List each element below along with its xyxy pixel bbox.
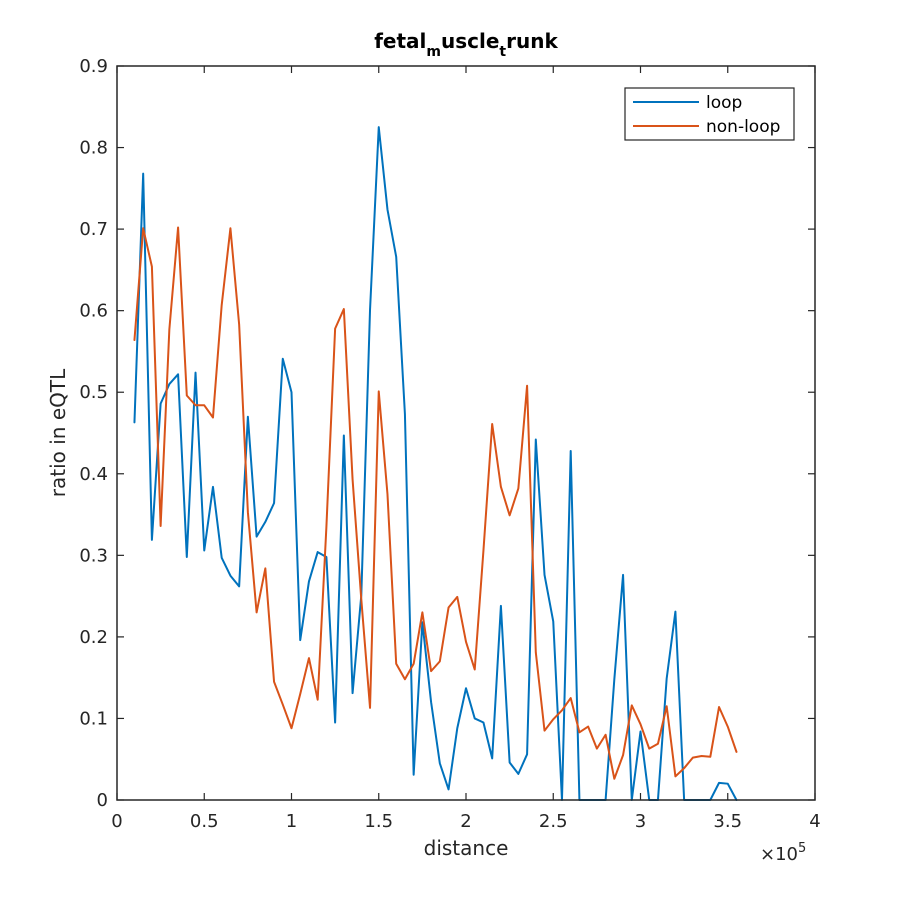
y-tick-labels: 0 0.1 0.2 0.3 0.4 0.5 0.6 0.7 0.8 0.9 [79,56,108,811]
y-tick-label: 0.8 [79,138,108,159]
y-tick-label: 0.3 [79,545,108,566]
series-line-non-loop [133,226,738,780]
y-tick-label: 0 [97,790,108,811]
x-axis-label: distance [424,836,509,860]
y-tick-label: 0.9 [79,56,108,77]
plot-area [117,66,815,800]
x-tick-label: 3.5 [713,811,742,832]
y-tick-label: 0.4 [79,464,108,485]
x-tick-label: 2 [460,811,471,832]
series-layer [133,126,738,801]
legend-label-loop: loop [706,93,742,113]
x-tick-label: 2.5 [539,811,568,832]
y-tick-label: 0.6 [79,301,108,322]
y-tick-label: 0.7 [79,219,108,240]
x-tick-label: 4 [809,811,820,832]
x-tick-label: 0 [111,811,122,832]
x-tick-labels: 0 0.5 1 1.5 2 2.5 3 3.5 4 [111,811,820,832]
y-tick-label: 0.5 [79,382,108,403]
y-tick-label: 0.2 [79,627,108,648]
axes-box [116,65,816,801]
x-tick-label: 3 [635,811,646,832]
series-line-loop [133,126,738,801]
x-tick-label: 1 [286,811,297,832]
y-axis-label: ratio in eQTL [46,368,70,497]
legend-label-non-loop: non-loop [706,117,780,137]
x-tick-label: 0.5 [190,811,219,832]
legend: loop non-loop [624,87,795,141]
x-tick-label: 1.5 [364,811,393,832]
chart-title: fetalmuscletrunk [374,29,558,60]
x-exponent-label: ×105 [760,841,806,865]
y-tick-label: 0.1 [79,708,108,729]
legend-box [624,87,795,141]
